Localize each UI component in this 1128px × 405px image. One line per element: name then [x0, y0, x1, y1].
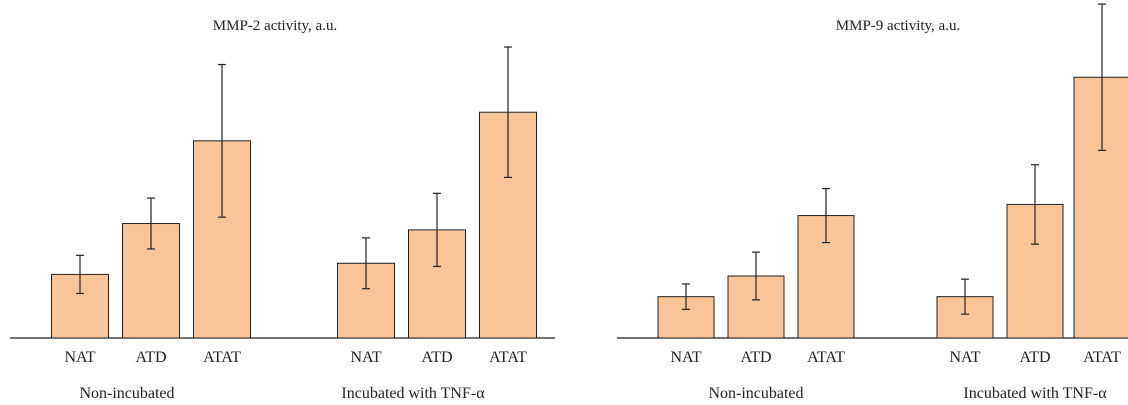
- group-label: Incubated with TNF-α: [963, 385, 1107, 402]
- group-label: Non-incubated: [708, 385, 803, 402]
- x-tick-label: ATD: [740, 349, 771, 366]
- group-label: Incubated with TNF-α: [341, 385, 485, 402]
- x-tick-label: NAT: [64, 349, 95, 366]
- chart-title: MMP-9 activity, a.u.: [836, 18, 960, 34]
- error-bar: [433, 192, 441, 268]
- x-tick-label: NAT: [949, 349, 980, 366]
- bars-layer: [51, 46, 537, 339]
- error-bar: [147, 197, 155, 250]
- error-bar: [76, 254, 84, 295]
- x-tick-label: ATD: [421, 349, 452, 366]
- error-bar: [822, 187, 830, 244]
- x-tick-label: NAT: [670, 349, 701, 366]
- x-tick-label: ATAT: [1083, 349, 1121, 366]
- error-bar: [1098, 3, 1106, 151]
- chart-panel-mmp2: MMP-2 activity, a.u. NAT ATD ATAT NAT AT…: [10, 18, 555, 402]
- bars-layer: [657, 3, 1128, 339]
- error-bar: [682, 283, 690, 310]
- x-tick-label: ATAT: [489, 349, 527, 366]
- bar: [1073, 76, 1128, 339]
- error-bar: [752, 251, 760, 301]
- x-tick-label: NAT: [350, 349, 381, 366]
- x-tick-label: ATD: [135, 349, 166, 366]
- error-bar: [961, 278, 969, 315]
- error-bar: [362, 237, 370, 290]
- x-tick-label: ATAT: [203, 349, 241, 366]
- error-bar: [218, 63, 226, 218]
- group-label: Non-incubated: [79, 385, 174, 402]
- x-tick-label: ATAT: [807, 349, 845, 366]
- error-bar: [1031, 164, 1039, 245]
- chart-title: MMP-2 activity, a.u.: [213, 18, 337, 34]
- x-tick-label: ATD: [1019, 349, 1050, 366]
- chart-panel-mmp9: MMP-9 activity, a.u. NAT ATD ATAT NAT AT…: [617, 3, 1128, 402]
- error-bar: [504, 46, 512, 179]
